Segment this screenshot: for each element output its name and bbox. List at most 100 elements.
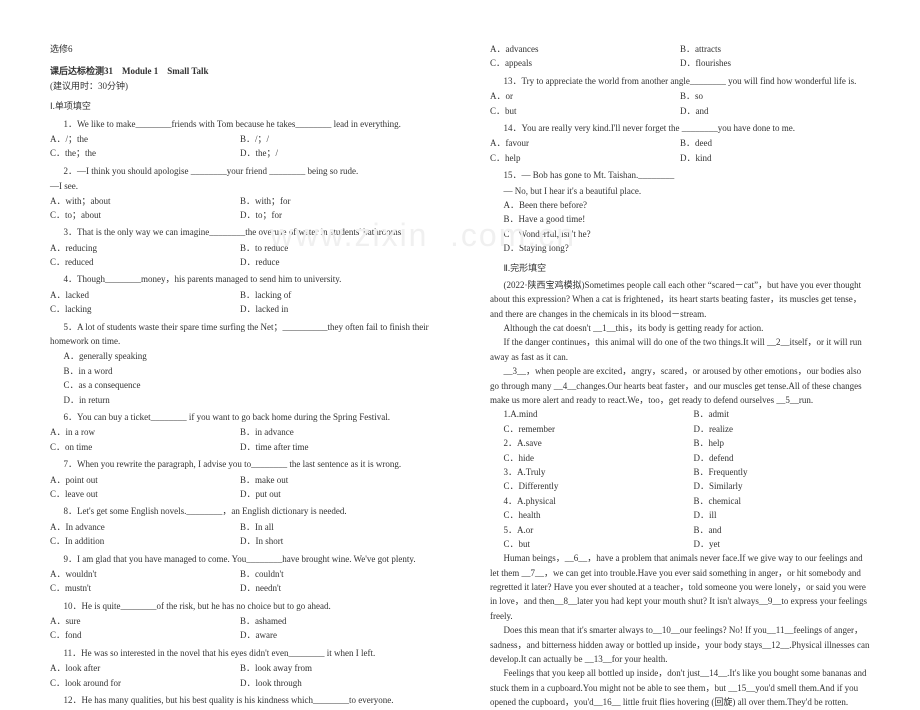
q2-opt-b: B．with；for: [240, 194, 430, 208]
q14-opt-c: C．help: [490, 151, 680, 165]
subheading: (建议用时：30分钟): [50, 79, 430, 93]
q5-opt-b: B．in a word: [50, 364, 430, 378]
q13-opt-b: B．so: [680, 89, 870, 103]
q1-opt-d: D．the；/: [240, 146, 430, 160]
q4: 4．Though________money，his parents manage…: [50, 272, 430, 316]
q5: 5．A lot of students waste their spare ti…: [50, 320, 430, 407]
q1-stem: 1．We like to make________friends with To…: [50, 117, 430, 131]
q10-stem: 10．He is quite________of the risk, but h…: [50, 599, 430, 613]
q11-opt-c: C．look around for: [50, 676, 240, 690]
q9-opt-c: C．mustn't: [50, 581, 240, 595]
cloze3-d: D．Similarly: [680, 479, 870, 493]
cloze5-b: B．and: [680, 523, 870, 537]
q5-opt-c: C．as a consequence: [50, 378, 430, 392]
q15-opt-b: B．Have a good time!: [490, 212, 870, 226]
q12-opt-c: C．appeals: [490, 56, 680, 70]
q10-opt-b: B．ashamed: [240, 614, 430, 628]
q4-opt-b: B．lacking of: [240, 288, 430, 302]
cloze-p3: If the danger continues，this animal will…: [490, 335, 870, 364]
section1-title: Ⅰ.单项填空: [50, 99, 430, 113]
cloze1-c: C．remember: [490, 422, 680, 436]
q4-opt-d: D．lacked in: [240, 302, 430, 316]
q11-opt-b: B．look away from: [240, 661, 430, 675]
q12-opts: A．advances B．attracts C．appeals D．flouri…: [490, 42, 870, 71]
q2-opt-d: D．to；for: [240, 208, 430, 222]
cloze5-c: C．but: [490, 537, 680, 551]
q9: 9．I am glad that you have managed to com…: [50, 552, 430, 596]
q13-stem: 13．Try to appreciate the world from anot…: [490, 74, 870, 88]
q2-follow: —I see.: [50, 179, 430, 193]
q1: 1．We like to make________friends with To…: [50, 117, 430, 161]
cloze2-d: D．defend: [680, 451, 870, 465]
q9-opt-d: D．needn't: [240, 581, 430, 595]
q8-opt-d: D．In short: [240, 534, 430, 548]
q5-stem: 5．A lot of students waste their spare ti…: [50, 320, 430, 349]
q14-opt-d: D．kind: [680, 151, 870, 165]
q13-opt-d: D．and: [680, 104, 870, 118]
cloze4-a: 4．A.physical: [490, 494, 680, 508]
q12-opt-b: B．attracts: [680, 42, 870, 56]
q15: 15．— Bob has gone to Mt. Taishan._______…: [490, 168, 870, 255]
q10-opt-c: C．fond: [50, 628, 240, 642]
q11-opt-d: D．look through: [240, 676, 430, 690]
q12-opt-d: D．flourishes: [680, 56, 870, 70]
q10: 10．He is quite________of the risk, but h…: [50, 599, 430, 643]
q4-opt-a: A．lacked: [50, 288, 240, 302]
q7-opt-c: C．leave out: [50, 487, 240, 501]
q10-opt-a: A．sure: [50, 614, 240, 628]
cloze3-b: B．Frequently: [680, 465, 870, 479]
q12-opt-a: A．advances: [490, 42, 680, 56]
q6-opt-d: D．time after time: [240, 440, 430, 454]
q8-opt-c: C．In addition: [50, 534, 240, 548]
section2-title: Ⅱ.完形填空: [490, 261, 870, 275]
q15-opt-d: D．Staying long?: [490, 241, 870, 255]
cloze-p6: Does this mean that it's smarter always …: [490, 623, 870, 666]
cloze1-a: 1.A.mind: [490, 407, 680, 421]
q11-opt-a: A．look after: [50, 661, 240, 675]
cloze3-a: 3．A.Truly: [490, 465, 680, 479]
q12-partial: 12．He has many qualities, but his best q…: [50, 693, 430, 707]
q13: 13．Try to appreciate the world from anot…: [490, 74, 870, 118]
cloze3-c: C．Differently: [490, 479, 680, 493]
q2: 2．—I think you should apologise ________…: [50, 164, 430, 223]
q1-opt-c: C．the；the: [50, 146, 240, 160]
cloze2-b: B．help: [680, 436, 870, 450]
q4-opt-c: C．lacking: [50, 302, 240, 316]
cloze-p5: Human beings，__6__，have a problem that a…: [490, 551, 870, 623]
q3-opt-a: A．reducing: [50, 241, 240, 255]
q1-opt-a: A．/；the: [50, 132, 240, 146]
q5-opt-d: D．in return: [50, 393, 430, 407]
q14-stem: 14．You are really very kind.I'll never f…: [490, 121, 870, 135]
cloze5-a: 5．A.or: [490, 523, 680, 537]
q7-stem: 7．When you rewrite the paragraph, I advi…: [50, 457, 430, 471]
cloze4-b: B．chemical: [680, 494, 870, 508]
q14-opt-a: A．favour: [490, 136, 680, 150]
q2-opt-c: C．to；about: [50, 208, 240, 222]
q11-stem: 11．He was so interested in the novel tha…: [50, 646, 430, 660]
q8-opt-a: A．In advance: [50, 520, 240, 534]
q3-opt-b: B．to reduce: [240, 241, 430, 255]
q6-stem: 6．You can buy a ticket________ if you wa…: [50, 410, 430, 424]
cloze1-b: B．admit: [680, 407, 870, 421]
q15-follow: — No, but I hear it's a beautiful place.: [490, 184, 870, 198]
q7-opt-b: B．make out: [240, 473, 430, 487]
q13-opt-a: A．or: [490, 89, 680, 103]
cloze2-c: C．hide: [490, 451, 680, 465]
q6-opt-c: C．on time: [50, 440, 240, 454]
cloze4-d: D．ill: [680, 508, 870, 522]
q12-stem: 12．He has many qualities, but his best q…: [50, 693, 430, 707]
q9-stem: 9．I am glad that you have managed to com…: [50, 552, 430, 566]
cloze2-a: 2．A.save: [490, 436, 680, 450]
cloze5-d: D．yet: [680, 537, 870, 551]
q15-opt-a: A．Been there before?: [490, 198, 870, 212]
q3-opt-d: D．reduce: [240, 255, 430, 269]
q7: 7．When you rewrite the paragraph, I advi…: [50, 457, 430, 501]
q14-opt-b: B．deed: [680, 136, 870, 150]
q8-stem: 8．Let's get some English novels.________…: [50, 504, 430, 518]
column-right: .com.cn A．advances B．attracts C．appeals …: [460, 0, 920, 651]
q3-stem: 3．That is the only way we can imagine___…: [50, 225, 430, 239]
q8-opt-b: B．In all: [240, 520, 430, 534]
q15-opt-c: C．Wonderful, isn't he?: [490, 227, 870, 241]
q4-stem: 4．Though________money，his parents manage…: [50, 272, 430, 286]
q2-opt-a: A．with；about: [50, 194, 240, 208]
